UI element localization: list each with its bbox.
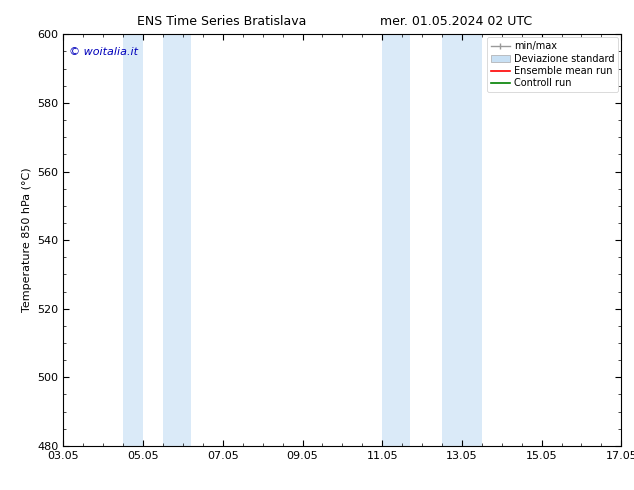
Bar bbox=[442, 34, 482, 446]
Bar bbox=[382, 34, 410, 446]
Bar bbox=[163, 34, 191, 446]
Legend: min/max, Deviazione standard, Ensemble mean run, Controll run: min/max, Deviazione standard, Ensemble m… bbox=[487, 37, 618, 92]
Text: © woitalia.it: © woitalia.it bbox=[69, 47, 138, 57]
Text: ENS Time Series Bratislava: ENS Time Series Bratislava bbox=[137, 15, 307, 28]
Bar bbox=[123, 34, 143, 446]
Text: mer. 01.05.2024 02 UTC: mer. 01.05.2024 02 UTC bbox=[380, 15, 533, 28]
Y-axis label: Temperature 850 hPa (°C): Temperature 850 hPa (°C) bbox=[22, 168, 32, 313]
